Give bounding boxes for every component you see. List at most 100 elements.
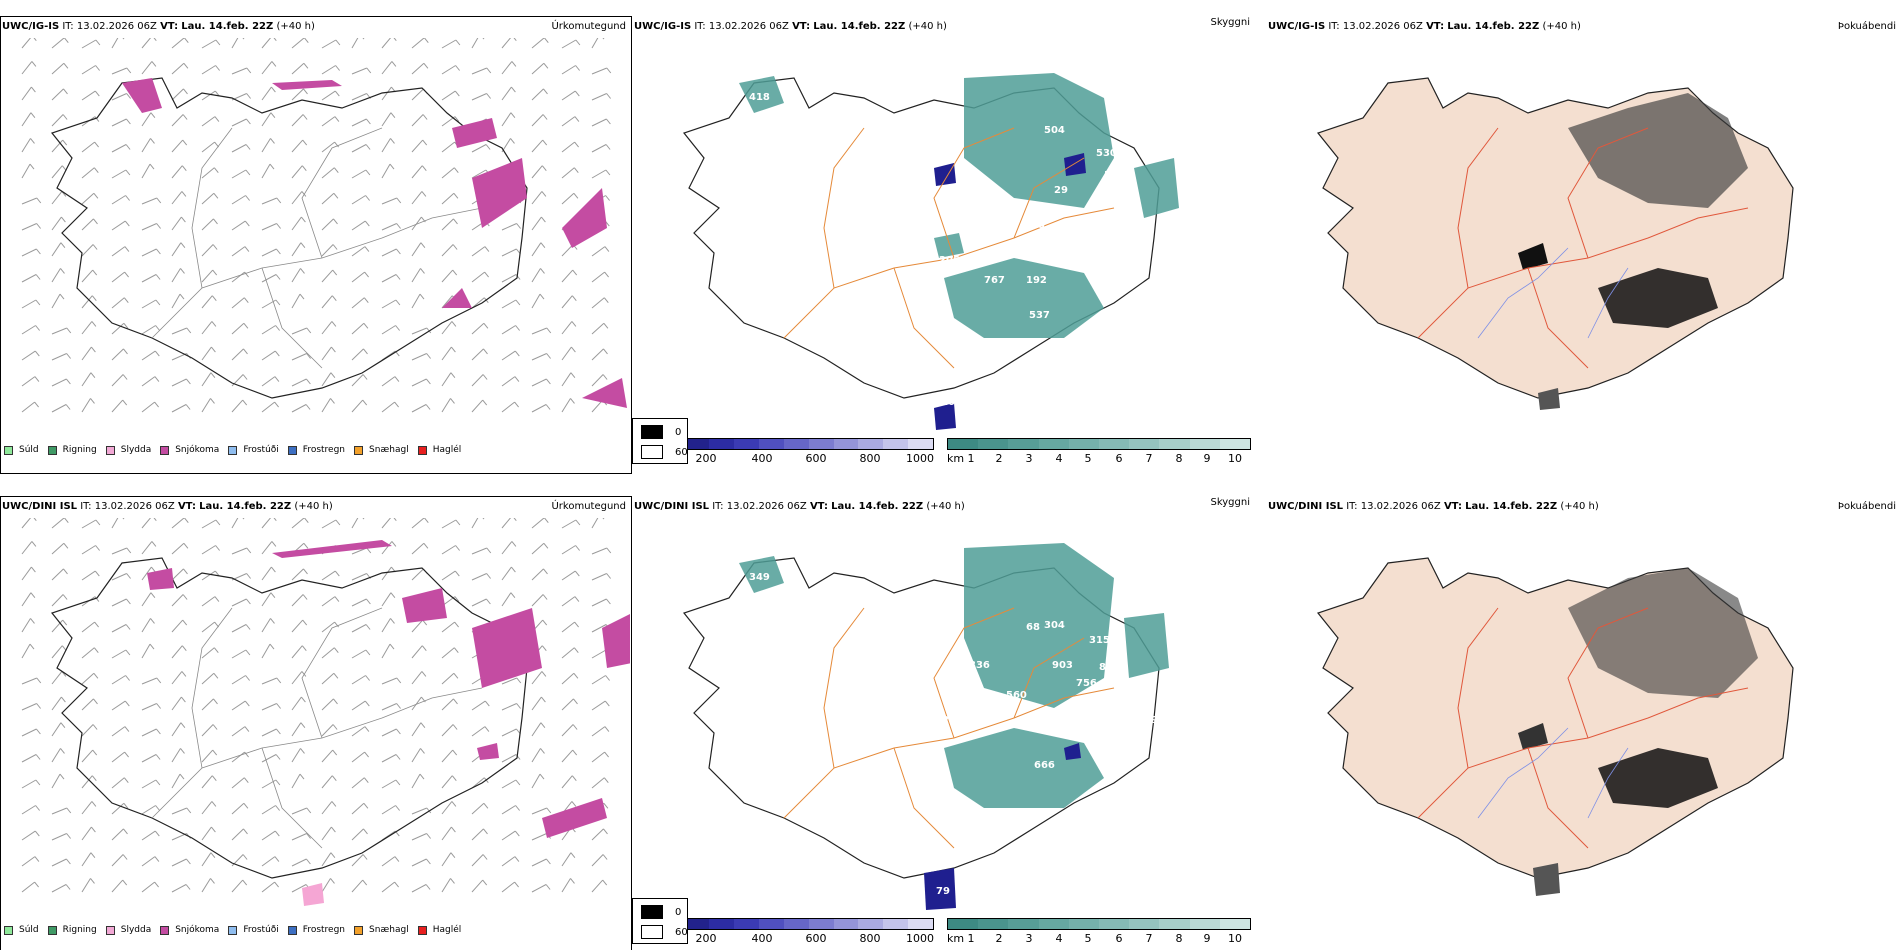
fog-legend-swatch [641,905,663,919]
wind-barb-feather [154,401,159,408]
wind-barb-feather [452,269,458,276]
wind-barb-feather [541,165,547,172]
wind-barb-feather [455,519,461,526]
wind-barb-feather [94,141,99,148]
wind-barb [471,297,485,309]
wind-barb-feather [270,112,276,119]
wind-barb-feather [543,62,549,69]
wind-barb-feather [303,62,309,69]
wind-barb [501,881,515,893]
wind-barb [141,61,153,75]
wind-barb-feather [573,192,579,199]
colorbar-tick: 400 [751,932,773,945]
wind-barb [441,321,453,335]
wind-barb-feather [179,773,185,780]
fog-indicator-panel: UWC/DINI ISL IT: 13.02.2026 06Z VT: Lau.… [1266,490,1900,950]
wind-barb-feather [605,675,610,681]
legend-item: Rigning [47,445,97,455]
wind-barb [381,223,397,231]
wind-barb-feather [426,833,431,839]
colorbar-segment [808,439,834,449]
wind-barb [171,139,184,153]
wind-barb [141,643,151,659]
wind-barb [591,144,607,153]
wind-barb [531,378,547,387]
wind-barb [501,112,512,127]
legend-label: Súld [19,925,39,935]
colorbar-segment [908,439,933,449]
wind-barb [111,297,125,309]
colorbar-segment [978,439,1009,449]
wind-barb [291,773,301,789]
wind-barb [381,299,397,309]
wind-barb [291,884,307,893]
wind-barb-feather [513,518,517,522]
colorbar-segment [1219,919,1251,929]
wind-barb-feather [210,878,215,884]
wind-barb-feather [91,321,97,327]
wind-barb [51,165,63,179]
wind-barb [21,163,31,179]
wind-barb [171,858,187,867]
wind-barb-feather [362,854,368,860]
wind-barb-feather [244,220,250,227]
wind-barb [261,376,276,387]
wind-barb [261,881,275,893]
wind-barb [291,858,307,867]
wind-barb-feather [180,722,186,729]
wind-barb-feather [34,376,40,382]
visibility-colorbar: km 1 2 3 4 5 6 7 8 9 10 [947,918,1252,946]
wind-barb [261,618,271,633]
wind-barb [471,726,486,737]
wind-barb-feather [515,299,521,306]
colorbar-segment [1099,919,1130,929]
colorbar-segment [783,919,809,929]
wind-barb-feather [396,223,401,229]
colorbar-tick: 8 [1175,932,1183,945]
wind-barb-feather [391,61,397,67]
colorbar-tick: 600 [805,452,827,465]
wind-barb [321,852,332,867]
visibility-map: 418 504 530 357 53 29 238 469 206 767 19… [682,73,1179,430]
wind-barb-feather [452,749,458,756]
wind-barb [231,297,245,309]
wind-barb [21,518,32,529]
wind-barb [291,594,304,607]
wind-barb-feather [515,779,521,786]
wind-barb [261,197,277,205]
wind-barb [21,677,37,685]
wind-barb-feather [61,216,66,223]
wind-barb [261,703,277,711]
wind-barb [351,675,366,685]
panel-title: Skyggni [1210,497,1250,508]
wind-barb-feather [574,570,580,577]
wind-barb-feather [365,624,371,630]
wind-barb [531,191,543,205]
wind-barb [501,299,517,309]
wind-barb [561,372,572,387]
wind-barb [51,327,67,335]
wind-barb-feather [31,566,36,573]
wind-barb [111,777,125,789]
wind-barb-feather [66,378,71,385]
wind-barb [531,139,544,153]
wind-barb [291,38,305,49]
it-value: 13.02.2026 06Z [1342,21,1423,32]
wind-barb-feather [34,350,40,357]
wind-barb [111,38,119,49]
wind-barb [111,348,124,361]
wind-barb [171,773,181,789]
wind-barb [531,518,545,529]
wind-barb-feather [573,698,578,705]
wind-barb-feather [94,570,100,577]
wind-barb-feather [62,619,68,626]
wind-barb-feather [181,216,186,223]
legend-item: Frostregn [287,925,345,935]
wind-barb-feather [36,197,42,204]
wind-barb [531,327,547,335]
colorbar-tick: 600 [805,932,827,945]
wind-barb [561,398,571,413]
wind-barb-feather [155,325,160,331]
wind-barb [201,672,215,685]
wind-barb [351,246,366,257]
